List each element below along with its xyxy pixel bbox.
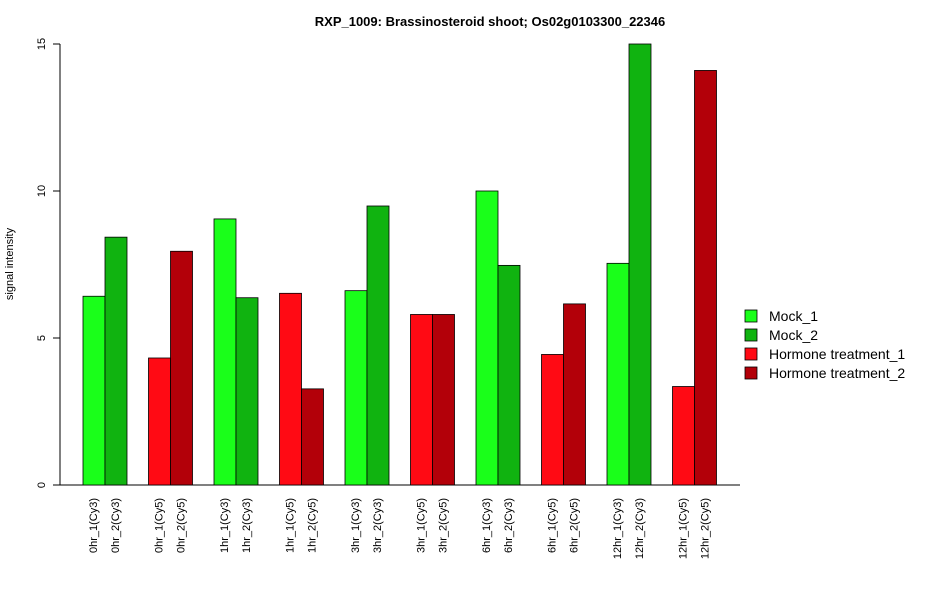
x-tick-label: 12hr_1(Cy3)	[612, 498, 624, 559]
bar	[366, 205, 390, 486]
bar	[301, 388, 324, 486]
y-axis-label: signal intensity	[4, 227, 16, 300]
y-axis: 0 5 10 15	[36, 38, 61, 488]
bar	[279, 292, 302, 486]
bar	[672, 386, 695, 486]
bars	[82, 43, 717, 486]
legend-swatch	[744, 347, 758, 361]
x-tick-label: 6hr_2(Cy5)	[569, 498, 581, 553]
y-tick-label: 5	[36, 335, 48, 341]
bar	[563, 303, 586, 486]
bar	[410, 314, 433, 486]
x-tick-label: 3hr_2(Cy3)	[372, 498, 384, 553]
legend-label: Hormone treatment_1	[769, 346, 905, 362]
legend-label: Hormone treatment_2	[769, 365, 905, 381]
legend: Mock_1 Mock_2 Hormone treatment_1 Hormone t…	[744, 308, 905, 381]
bar	[475, 190, 499, 486]
bar	[606, 262, 630, 486]
x-tick-label: 0hr_1(Cy5)	[154, 498, 166, 553]
x-tick-label: 3hr_1(Cy5)	[416, 498, 428, 553]
y-tick-label: 0	[36, 482, 48, 488]
bar	[82, 295, 106, 486]
bar	[148, 357, 171, 486]
x-tick-label: 3hr_1(Cy3)	[350, 498, 362, 553]
x-tick-label: 3hr_2(Cy5)	[438, 498, 450, 553]
bar	[694, 70, 717, 486]
x-tick-label: 1hr_1(Cy5)	[285, 498, 297, 553]
x-tick-label: 6hr_1(Cy5)	[547, 498, 559, 553]
x-tick-label: 1hr_2(Cy5)	[307, 498, 319, 553]
x-tick-label: 1hr_1(Cy3)	[219, 498, 231, 553]
x-tick-label: 12hr_1(Cy5)	[678, 498, 690, 559]
bar	[213, 218, 237, 486]
x-tick-label: 0hr_2(Cy5)	[176, 498, 188, 553]
bar	[235, 297, 259, 486]
bar	[344, 290, 368, 486]
bar	[628, 43, 652, 486]
x-tick-label: 6hr_1(Cy3)	[481, 498, 493, 553]
legend-label: Mock_1	[769, 308, 818, 324]
bar	[104, 236, 128, 486]
chart-title: RXP_1009: Brassinosteroid shoot; Os02g01…	[315, 14, 665, 29]
bar	[497, 264, 521, 486]
y-tick-label: 15	[36, 38, 48, 50]
x-tick-label: 12hr_2(Cy5)	[700, 498, 712, 559]
x-tick-label: 12hr_2(Cy3)	[634, 498, 646, 559]
bar	[432, 314, 455, 486]
legend-swatch	[744, 328, 758, 342]
x-tick-labels: 0hr_1(Cy3) 0hr_2(Cy3) 0hr_1(Cy5) 0hr_2(Cy5)…	[88, 498, 712, 559]
legend-swatch	[744, 366, 758, 380]
legend-swatch	[744, 309, 758, 323]
x-tick-label: 0hr_2(Cy3)	[110, 498, 122, 553]
bar	[170, 250, 193, 486]
x-tick-label: 0hr_1(Cy3)	[88, 498, 100, 553]
legend-label: Mock_2	[769, 327, 818, 343]
bar	[541, 354, 564, 486]
x-tick-label: 1hr_2(Cy3)	[241, 498, 253, 553]
y-tick-label: 10	[36, 185, 48, 197]
x-tick-label: 6hr_2(Cy3)	[503, 498, 515, 553]
